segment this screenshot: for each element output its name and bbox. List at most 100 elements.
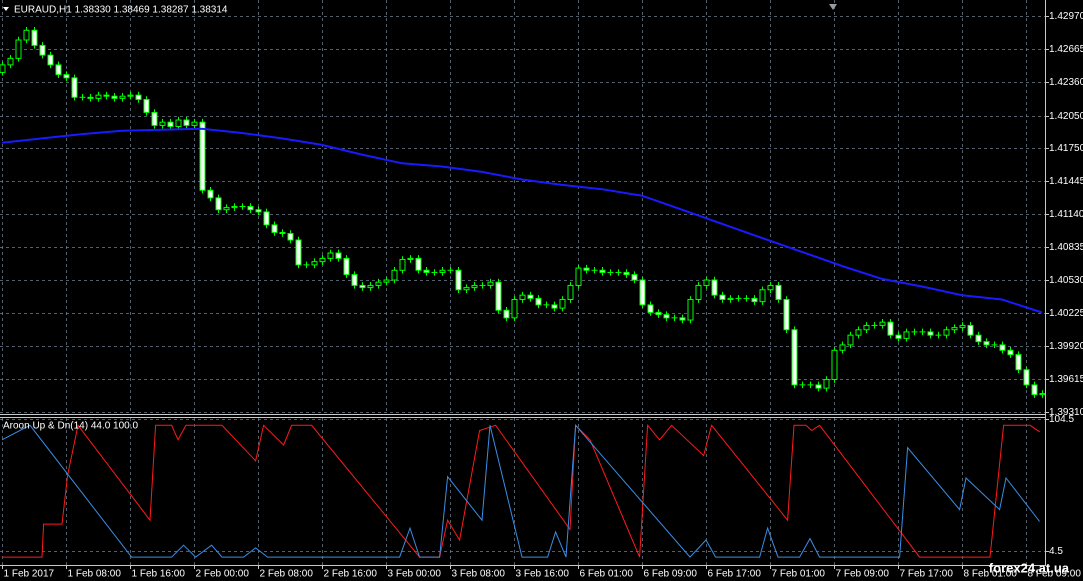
candle-body	[655, 311, 662, 316]
candle-body	[623, 271, 630, 276]
x-tick-label: 7 Feb 09:00	[836, 569, 890, 580]
axis-labels: 1.42970 1.42665 1.42360 1.42050 1.41750 1.414…	[2, 11, 1083, 580]
candle-body	[599, 269, 606, 273]
candle-body	[967, 324, 974, 336]
candle-body	[703, 279, 710, 286]
candle-body	[903, 331, 910, 339]
candle-body	[815, 384, 822, 389]
candle-body	[255, 209, 262, 213]
candle-body	[71, 77, 78, 98]
y-tick-label: 4.5	[1049, 546, 1063, 557]
candle-body	[263, 211, 270, 226]
candle-body	[639, 279, 646, 306]
candle-body	[455, 269, 462, 291]
candle-body	[1015, 354, 1022, 371]
candle-body	[319, 257, 326, 263]
candle-body	[327, 252, 334, 259]
candle-body	[375, 281, 382, 286]
y-tick-label: 1.41750	[1049, 143, 1083, 154]
y-tick-label: 1.42360	[1049, 77, 1083, 88]
candle-body	[583, 267, 590, 271]
candle-body	[215, 197, 222, 211]
candle-body	[831, 349, 838, 380]
candle-body	[63, 74, 70, 79]
candle-body	[311, 261, 318, 266]
candle-body	[535, 297, 542, 306]
candle-body	[463, 287, 470, 291]
y-tick-label: 1.39920	[1049, 341, 1083, 352]
candle-body	[23, 29, 30, 41]
candle-body	[943, 329, 950, 336]
x-tick-label: 1 Feb 08:00	[68, 569, 122, 580]
candle-body	[759, 289, 766, 303]
candle-body	[31, 29, 38, 46]
candle-body	[183, 119, 190, 126]
candle-body	[711, 279, 718, 296]
candle-body	[175, 119, 182, 127]
candle-body	[847, 334, 854, 346]
y-tick-label: 1.39310	[1049, 407, 1083, 418]
candle-body	[95, 94, 102, 99]
candle-body	[823, 378, 830, 389]
candle-body	[335, 252, 342, 259]
candle-body	[143, 98, 150, 113]
candle-body	[199, 121, 206, 191]
candle-body	[231, 206, 238, 209]
candle-body	[503, 309, 510, 319]
candle-body	[1023, 369, 1030, 386]
candle-body	[775, 284, 782, 300]
candle-body	[495, 281, 502, 311]
candle-body	[679, 317, 686, 321]
candle-body	[663, 314, 670, 319]
candle-body	[15, 39, 22, 59]
candle-body	[959, 324, 966, 329]
candle-body	[247, 206, 254, 211]
candle-body	[207, 189, 214, 199]
chart-header: EURAUD,H1 1.38330 1.38469 1.38287 1.3831…	[14, 5, 228, 16]
x-tick-label: 6 Feb 17:00	[708, 569, 762, 580]
candle-body	[927, 331, 934, 336]
candle-body	[383, 279, 390, 283]
watermark: forex24.at.ua	[989, 560, 1070, 575]
candle-body	[127, 94, 134, 97]
y-tick-label: 1.41445	[1049, 176, 1083, 187]
candle-body	[351, 274, 358, 286]
candle-body	[855, 329, 862, 336]
candle-body	[1007, 349, 1014, 356]
candle-body	[887, 321, 894, 336]
y-tick-label: 1.42665	[1049, 44, 1083, 55]
candle-body	[527, 294, 534, 299]
candle-body	[103, 94, 110, 97]
y-tick-label: 1.42970	[1049, 11, 1083, 22]
candle-body	[415, 257, 422, 271]
candle-body	[879, 321, 886, 326]
indicator-line	[1, 127, 1043, 314]
candle-body	[439, 269, 446, 273]
candle-body	[119, 95, 126, 99]
x-tick-label: 1 Feb 2017	[4, 569, 55, 580]
candle-body	[271, 224, 278, 233]
candle-body	[719, 294, 726, 300]
candle-body	[423, 269, 430, 273]
candle-body	[343, 257, 350, 276]
x-tick-label: 2 Feb 00:00	[196, 569, 250, 580]
candle-body	[0, 64, 6, 73]
candle-body	[471, 284, 478, 289]
candle-body	[391, 269, 398, 281]
x-tick-label: 3 Feb 08:00	[452, 569, 506, 580]
candle-body	[1039, 393, 1046, 396]
x-tick-label: 7 Feb 01:00	[772, 569, 826, 580]
candle-body	[1031, 384, 1038, 396]
indicator-line	[1, 424, 1040, 558]
symbol-menu-icon[interactable]	[3, 7, 9, 11]
candle-body	[7, 57, 14, 66]
candle-body	[359, 284, 366, 289]
candle-body	[511, 298, 518, 319]
candle-body	[279, 231, 286, 235]
x-tick-label: 6 Feb 01:00	[580, 569, 634, 580]
candle-body	[55, 64, 62, 76]
candle-body	[983, 341, 990, 346]
